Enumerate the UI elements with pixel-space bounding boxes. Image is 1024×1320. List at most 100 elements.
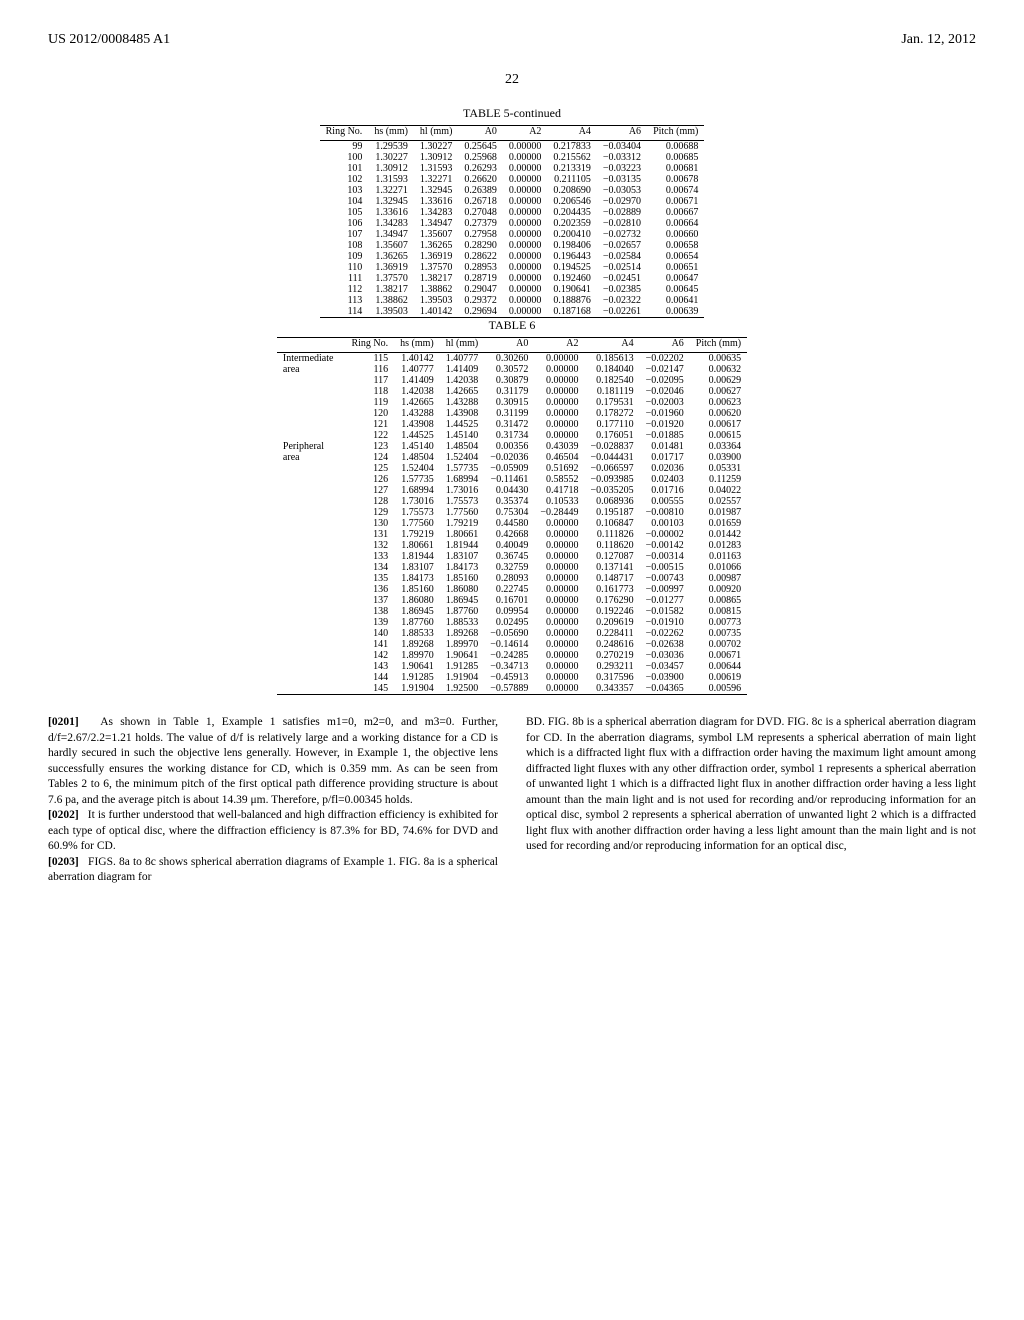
table-cell: 0.00596 <box>690 683 747 695</box>
table-cell: 1.68994 <box>394 485 440 496</box>
table-6: TABLE 6 Ring No.hs (mm)hl (mm)A0A2A4A6Pi… <box>132 318 892 695</box>
table-cell: 0.00000 <box>503 229 548 240</box>
table-header-cell <box>277 338 346 353</box>
table-cell: 0.75304 <box>484 507 534 518</box>
area-label: Intermediatearea <box>277 353 346 442</box>
table-cell: −0.01277 <box>640 595 690 606</box>
table-cell: 1.87760 <box>440 606 485 617</box>
table-row: 1411.892681.89970−0.146140.000000.248616… <box>277 639 747 650</box>
table-cell: 0.00667 <box>647 207 704 218</box>
table-cell: 1.57735 <box>440 463 485 474</box>
table-cell: 0.41718 <box>534 485 584 496</box>
table-cell: 0.02403 <box>640 474 690 485</box>
table-cell: 1.77560 <box>394 518 440 529</box>
table-cell: −0.02036 <box>484 452 534 463</box>
table-cell: 0.01716 <box>640 485 690 496</box>
table-cell: 0.127087 <box>585 551 640 562</box>
table-cell: 104 <box>320 196 369 207</box>
page-header: US 2012/0008485 A1 Jan. 12, 2012 <box>48 32 976 48</box>
table-cell: 1.45140 <box>440 430 485 441</box>
table-cell: 0.208690 <box>547 185 597 196</box>
table-cell: 1.40142 <box>414 306 459 318</box>
table-cell: 113 <box>320 295 369 306</box>
table-row: 1091.362651.369190.286220.000000.196443−… <box>320 251 705 262</box>
table-cell: 1.79219 <box>440 518 485 529</box>
table-cell: 129 <box>345 507 394 518</box>
table-cell: 1.39503 <box>368 306 414 318</box>
table-row: 1261.577351.68994−0.114610.58552−0.09398… <box>277 474 747 485</box>
table-cell: 0.00000 <box>534 375 584 386</box>
table-cell: 1.48504 <box>394 452 440 463</box>
table-cell: 1.37570 <box>414 262 459 273</box>
table-cell: 109 <box>320 251 369 262</box>
table-cell: 115 <box>345 353 394 365</box>
table-header-cell: A4 <box>547 126 597 141</box>
table-cell: 1.81944 <box>440 540 485 551</box>
table-cell: −0.02095 <box>640 375 690 386</box>
table-cell: 111 <box>320 273 369 284</box>
table-cell: 0.00000 <box>534 529 584 540</box>
table-cell: 0.148717 <box>585 573 640 584</box>
right-column: BD. FIG. 8b is a spherical aberration di… <box>526 715 976 886</box>
table-cell: 1.83107 <box>440 551 485 562</box>
table-cell: 0.00619 <box>690 672 747 683</box>
table-cell: 123 <box>345 441 394 452</box>
table-cell: −0.04365 <box>640 683 690 695</box>
para-text: As shown in Table 1, Example 1 satisfies… <box>48 716 498 806</box>
table-cell: 0.00000 <box>503 284 548 295</box>
table-cell: 117 <box>345 375 394 386</box>
table-cell: 1.36265 <box>368 251 414 262</box>
table-6-title: TABLE 6 <box>132 318 892 333</box>
table-cell: 1.35607 <box>368 240 414 251</box>
table-row: 1371.860801.869450.167010.000000.176290−… <box>277 595 747 606</box>
table-header-cell: A0 <box>484 338 534 353</box>
table-cell: −0.02451 <box>597 273 647 284</box>
table-cell: 0.00615 <box>690 430 747 441</box>
table-cell: 0.200410 <box>547 229 597 240</box>
table-cell: 0.217833 <box>547 141 597 153</box>
table-cell: 0.111826 <box>585 529 640 540</box>
table-cell: 1.91285 <box>394 672 440 683</box>
table-cell: −0.02046 <box>640 386 690 397</box>
table-cell: 0.137141 <box>585 562 640 573</box>
table-cell: 116 <box>345 364 394 375</box>
table-row: 1081.356071.362650.282900.000000.198406−… <box>320 240 705 251</box>
table-cell: 106 <box>320 218 369 229</box>
table-cell: 100 <box>320 152 369 163</box>
table-cell: 0.51692 <box>534 463 584 474</box>
table-5-body: Ring No.hs (mm)hl (mm)A0A2A4A6Pitch (mm)… <box>320 125 705 318</box>
table-cell: −0.044431 <box>585 452 640 463</box>
table-cell: 1.52404 <box>440 452 485 463</box>
table-row: 1211.439081.445250.314720.000000.177110−… <box>277 419 747 430</box>
table-cell: 1.33616 <box>414 196 459 207</box>
table-cell: 0.31472 <box>484 419 534 430</box>
table-cell: 145 <box>345 683 394 695</box>
table-cell: −0.05690 <box>484 628 534 639</box>
table-cell: 1.30912 <box>414 152 459 163</box>
table-cell: 1.40777 <box>394 364 440 375</box>
table-cell: 1.90641 <box>440 650 485 661</box>
table-cell: 138 <box>345 606 394 617</box>
table-cell: 0.190641 <box>547 284 597 295</box>
table-cell: 0.00000 <box>534 595 584 606</box>
table-cell: 0.00103 <box>640 518 690 529</box>
table-5: TABLE 5-continued Ring No.hs (mm)hl (mm)… <box>212 106 812 318</box>
table-cell: 1.87760 <box>394 617 440 628</box>
table-cell: 110 <box>320 262 369 273</box>
table-row: 1131.388621.395030.293720.000000.188876−… <box>320 295 705 306</box>
table-cell: 0.00674 <box>647 185 704 196</box>
table-row: 1031.322711.329450.263890.000000.208690−… <box>320 185 705 196</box>
para-text: It is further understood that well-balan… <box>48 809 498 852</box>
table-header-cell: Pitch (mm) <box>690 338 747 353</box>
body-columns: [0201] As shown in Table 1, Example 1 sa… <box>48 715 976 886</box>
table-cell: 0.182540 <box>585 375 640 386</box>
table-cell: 1.34283 <box>368 218 414 229</box>
table-cell: −0.02810 <box>597 218 647 229</box>
table-cell: 0.00688 <box>647 141 704 153</box>
table-cell: −0.03036 <box>640 650 690 661</box>
table-cell: 1.40142 <box>394 353 440 365</box>
table-cell: 0.185613 <box>585 353 640 365</box>
table-cell: 144 <box>345 672 394 683</box>
table-cell: 0.36745 <box>484 551 534 562</box>
table-cell: 0.00865 <box>690 595 747 606</box>
